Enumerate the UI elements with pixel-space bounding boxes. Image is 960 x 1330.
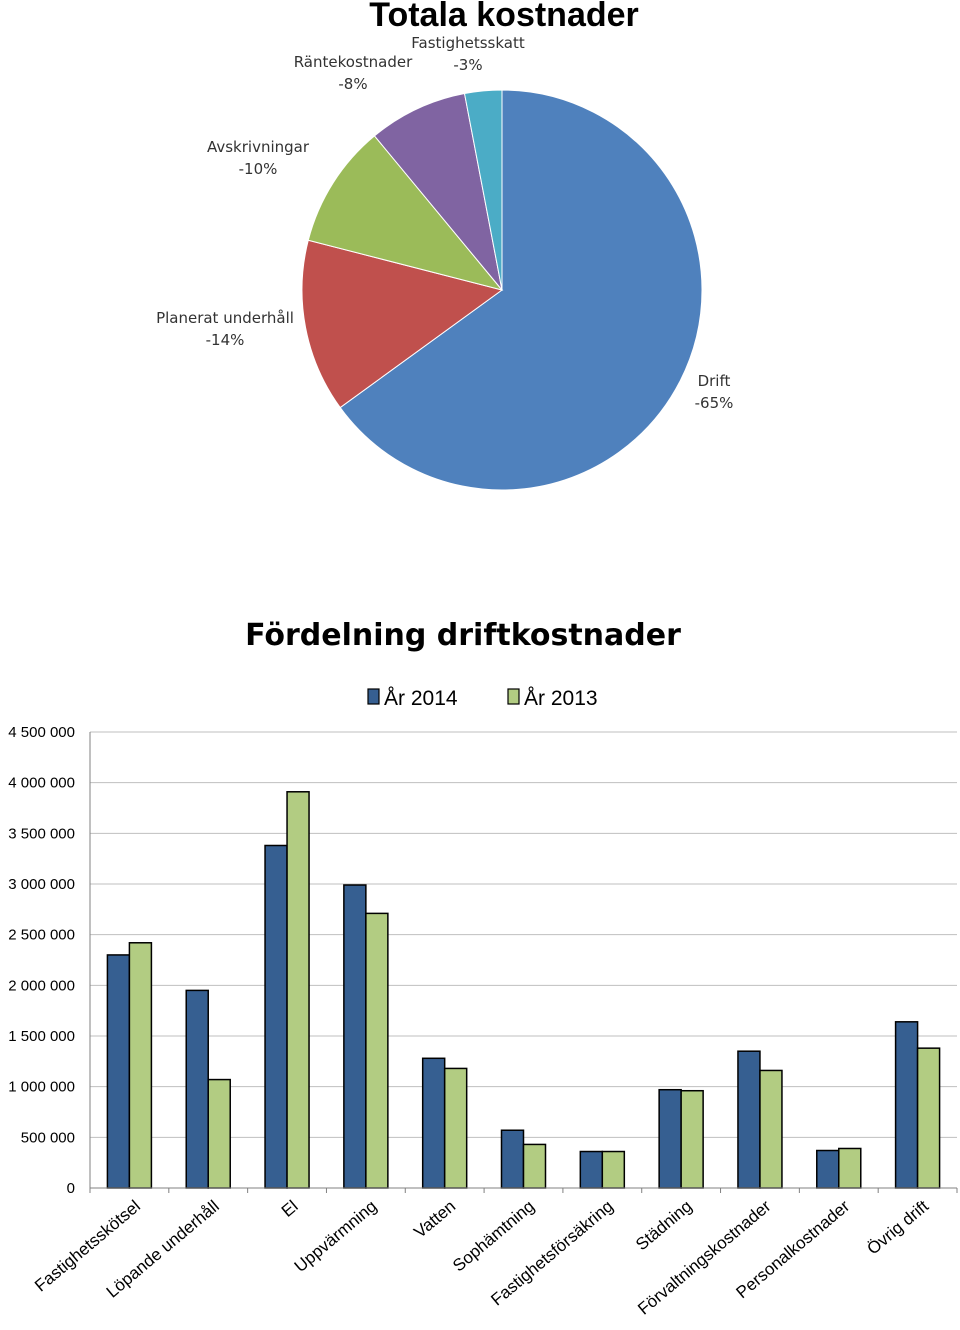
bar-ar-2014-fastighetsskotsel xyxy=(106,954,131,1189)
y-tick-label: 2 500 000 xyxy=(8,927,75,944)
bar-ar-2014-fastighetsforsakring xyxy=(579,1150,604,1189)
x-tick-label-el: El xyxy=(278,1197,302,1221)
y-tick-label: 1 500 000 xyxy=(8,1028,75,1045)
legend-swatch-ar-2014 xyxy=(367,688,380,705)
y-tick-label: 1 000 000 xyxy=(8,1079,75,1096)
pie-value-planerat-underhall: -14% xyxy=(206,331,245,349)
bar-ar-2014-el xyxy=(264,844,288,1189)
pie-label-rantekostnader: Räntekostnader xyxy=(294,53,413,71)
bar-ar-2013-fastighetsforsakring xyxy=(601,1150,626,1189)
pie-slice-planerat-underhall xyxy=(301,239,504,409)
pie-chart-title: Totala kostnader xyxy=(369,0,639,34)
bar-ar-2013-vatten xyxy=(443,1067,468,1189)
bar-ar-2013-personalkostnader xyxy=(838,1147,862,1189)
bar-ar-2014-vatten xyxy=(421,1057,446,1189)
pie-value-rantekostnader: -8% xyxy=(338,75,367,93)
bar-ar-2014-ovrig-drift xyxy=(894,1021,919,1189)
pie-label-fastighetsskatt: Fastighetsskatt xyxy=(411,34,525,52)
pie-value-drift: -65% xyxy=(695,394,734,412)
bar-ar-2014-uppvarmning xyxy=(343,884,367,1189)
pie-slice-fastighetsskatt xyxy=(463,89,503,291)
bar-ar-2013-stadning xyxy=(680,1089,704,1189)
pie-label-planerat-underhall: Planerat underhåll xyxy=(156,309,294,327)
x-tick-label-uppvarmning: Uppvärmning xyxy=(291,1197,381,1277)
pie-chart: Totala kostnader Drift -65% Planerat under… xyxy=(156,0,734,491)
bar-ar-2013-forvaltningskostnader xyxy=(759,1069,783,1189)
bar-ar-2014-forvaltningskostnader xyxy=(737,1050,761,1189)
legend-label-ar-2013: År 2013 xyxy=(524,687,598,710)
pie-value-fastighetsskatt: -3% xyxy=(453,56,482,74)
y-tick-label: 0 xyxy=(67,1180,75,1197)
pie-label-avskrivningar: Avskrivningar xyxy=(207,138,310,156)
x-tick-label-vatten: Vatten xyxy=(410,1197,459,1242)
y-tick-label: 2 000 000 xyxy=(8,977,75,994)
bar-chart-title: Fördelning driftkostnader xyxy=(245,618,681,653)
bar-ar-2014-lopande-underhall xyxy=(185,989,209,1189)
bar-ar-2013-uppvarmning xyxy=(365,912,389,1189)
x-tick-label-ovrig-drift: Övrig drift xyxy=(864,1196,933,1258)
pie-slice-avskrivningar xyxy=(307,135,504,291)
bar-ar-2013-ovrig-drift xyxy=(916,1047,941,1189)
legend: År 2014 År 2013 xyxy=(367,687,598,710)
legend-label-ar-2014: År 2014 xyxy=(384,687,458,710)
bar-ar-2013-lopande-underhall xyxy=(207,1078,231,1189)
bar-ar-2013-fastighetsskotsel xyxy=(128,942,153,1189)
bar-ar-2014-stadning xyxy=(658,1088,682,1189)
pie-slice-drift xyxy=(339,89,703,491)
bar-chart: Fördelning driftkostnader År 2014 År 2013… xyxy=(8,618,958,1319)
legend-swatch-ar-2013 xyxy=(507,688,520,705)
bar-ar-2014-sophamtning xyxy=(500,1129,525,1189)
x-tick-label-stadning: Städning xyxy=(632,1197,696,1255)
y-tick-label: 3 500 000 xyxy=(8,825,75,842)
y-tick-label: 500 000 xyxy=(21,1129,75,1146)
bar-ar-2013-sophamtning xyxy=(522,1143,547,1189)
pie-label-drift: Drift xyxy=(698,372,731,390)
y-tick-label: 3 000 000 xyxy=(8,876,75,893)
bar-ar-2013-el xyxy=(286,791,310,1189)
pie-value-avskrivningar: -10% xyxy=(239,160,278,178)
y-tick-label: 4 000 000 xyxy=(8,775,75,792)
x-tick-label-forvaltningskostnader: Förvaltningskostnader xyxy=(634,1196,775,1318)
bar-ar-2014-personalkostnader xyxy=(816,1149,840,1189)
y-tick-label: 4 500 000 xyxy=(8,724,75,741)
pie-slice-rantekostnader xyxy=(373,92,503,291)
